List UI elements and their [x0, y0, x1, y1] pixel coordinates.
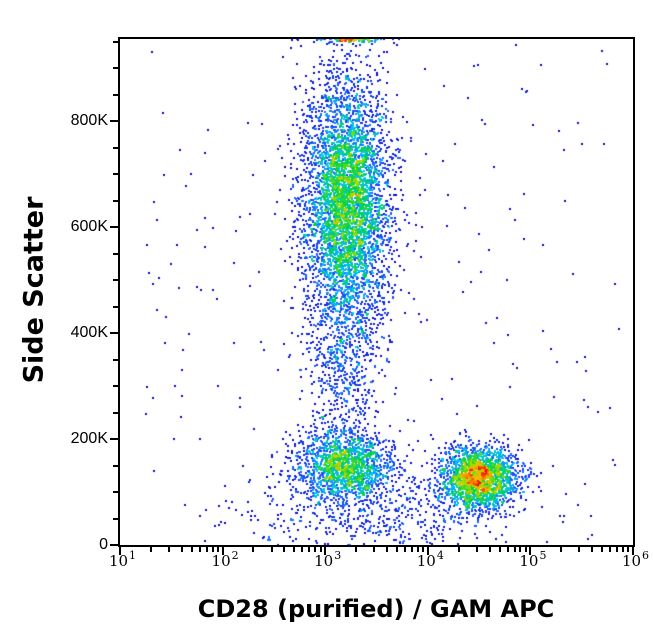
x-tick-label: 104 — [416, 549, 444, 570]
x-minor-tick — [519, 547, 522, 552]
x-tick-exponent: 2 — [231, 549, 239, 562]
x-minor-tick — [180, 547, 183, 552]
y-axis-title: Side Scatter — [18, 196, 50, 384]
x-major-tick — [529, 547, 532, 555]
x-minor-tick — [524, 547, 527, 552]
y-minor-tick — [113, 173, 118, 176]
y-tick-label: 0 — [99, 536, 108, 553]
x-major-tick — [221, 547, 224, 555]
x-minor-tick — [385, 547, 388, 552]
x-tick-base: 10 — [108, 552, 129, 570]
x-tick-base: 10 — [416, 552, 436, 570]
x-minor-tick — [404, 547, 407, 552]
x-tick-exponent: 3 — [334, 549, 342, 562]
x-tick-label: 103 — [314, 549, 342, 570]
x-minor-tick — [216, 547, 219, 552]
x-minor-tick — [205, 547, 208, 552]
y-minor-tick — [113, 517, 118, 520]
x-tick-base: 10 — [519, 552, 539, 570]
y-minor-tick — [113, 199, 118, 202]
x-tick-base: 10 — [211, 552, 231, 570]
x-major-tick — [632, 547, 634, 555]
x-minor-tick — [355, 547, 358, 552]
x-minor-tick — [609, 547, 612, 552]
x-axis-title: CD28 (purified) / GAM APC — [197, 595, 555, 623]
x-minor-tick — [622, 547, 625, 552]
x-minor-tick — [627, 547, 630, 552]
x-tick-label: 101 — [108, 549, 137, 570]
x-minor-tick — [422, 547, 425, 552]
x-minor-tick — [301, 547, 304, 552]
y-minor-tick — [113, 252, 118, 255]
y-minor-tick — [113, 385, 118, 388]
x-minor-tick — [190, 547, 193, 552]
y-major-tick — [110, 120, 118, 123]
x-minor-tick — [198, 547, 201, 552]
x-minor-tick — [167, 547, 170, 552]
x-tick-base: 10 — [621, 552, 642, 570]
x-minor-tick — [314, 547, 317, 552]
x-minor-tick — [560, 547, 563, 552]
x-minor-tick — [395, 547, 398, 552]
y-minor-tick — [113, 93, 118, 96]
y-tick-label: 400K — [70, 324, 108, 342]
x-minor-tick — [475, 547, 478, 552]
density-dot-plot-canvas — [120, 39, 633, 545]
x-tick-label: 102 — [211, 549, 239, 570]
x-minor-tick — [591, 547, 594, 552]
x-minor-tick — [319, 547, 322, 552]
y-tick-label: 600K — [70, 218, 108, 236]
x-minor-tick — [373, 547, 376, 552]
x-tick-exponent: 4 — [436, 549, 444, 562]
y-minor-tick — [113, 491, 118, 494]
plot-frame — [118, 37, 635, 547]
x-tick-exponent: 5 — [539, 549, 547, 562]
x-minor-tick — [498, 547, 501, 552]
y-minor-tick — [113, 279, 118, 282]
y-major-tick — [110, 544, 118, 546]
x-tick-base: 10 — [314, 552, 334, 570]
x-tick-exponent: 1 — [129, 549, 137, 562]
y-minor-tick — [113, 40, 118, 43]
x-minor-tick — [578, 547, 581, 552]
y-minor-tick — [113, 67, 118, 70]
x-major-tick — [324, 547, 327, 555]
x-minor-tick — [252, 547, 255, 552]
x-minor-tick — [308, 547, 311, 552]
x-minor-tick — [601, 547, 604, 552]
x-minor-tick — [513, 547, 516, 552]
y-tick-label: 200K — [70, 430, 108, 448]
x-minor-tick — [293, 547, 296, 552]
x-major-tick — [426, 547, 429, 555]
y-minor-tick — [113, 411, 118, 414]
x-minor-tick — [270, 547, 273, 552]
x-minor-tick — [416, 547, 419, 552]
x-minor-tick — [410, 547, 413, 552]
y-minor-tick — [113, 305, 118, 308]
x-minor-tick — [457, 547, 460, 552]
x-minor-tick — [211, 547, 214, 552]
x-minor-tick — [283, 547, 286, 552]
x-tick-exponent: 6 — [642, 549, 650, 562]
y-minor-tick — [113, 146, 118, 149]
x-minor-tick — [506, 547, 509, 552]
y-major-tick — [110, 226, 118, 229]
y-major-tick — [110, 332, 118, 335]
y-minor-tick — [113, 358, 118, 361]
y-minor-tick — [113, 464, 118, 467]
x-minor-tick — [616, 547, 619, 552]
x-minor-tick — [149, 547, 152, 552]
x-tick-label: 105 — [519, 549, 547, 570]
y-major-tick — [110, 438, 118, 441]
y-tick-label: 800K — [70, 112, 108, 130]
x-major-tick — [119, 547, 121, 555]
x-tick-label: 106 — [621, 549, 650, 570]
x-minor-tick — [488, 547, 491, 552]
